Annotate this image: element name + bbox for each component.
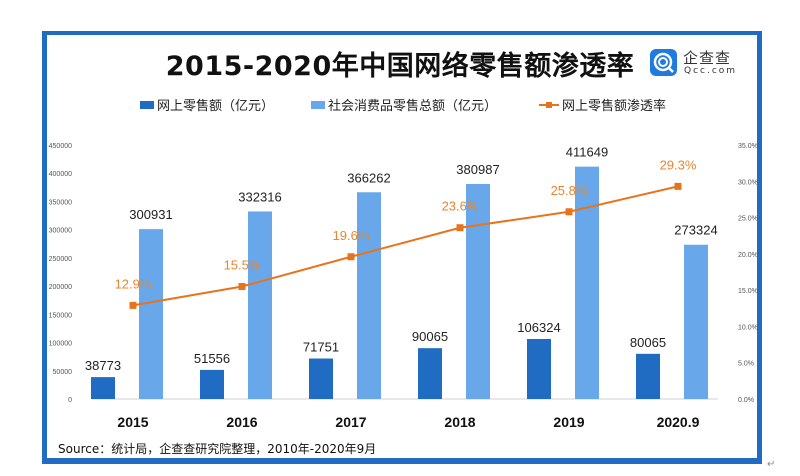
rate-point: [129, 301, 137, 309]
legend-label-online: 网上零售额（亿元）: [157, 99, 275, 114]
rate-label: 25.8%: [551, 183, 588, 198]
qcc-logo: 企查查 Qcc.com: [650, 47, 780, 81]
y-left-tick-label: 350000: [49, 199, 72, 206]
bar-total-retail-label: 300931: [129, 207, 172, 222]
x-tick-label: 2020.9: [657, 414, 700, 430]
bar-total-retail-label: 273324: [674, 223, 717, 238]
y-left-tick-label: 0: [68, 397, 72, 404]
y-left-tick-label: 150000: [49, 312, 72, 319]
rate-label: 23.6%: [442, 199, 479, 214]
bar-total-retail: [139, 229, 163, 399]
bar-online-retail: [91, 377, 115, 399]
legend-swatch-total: [311, 100, 325, 109]
y-right-tick-label: 10.0%: [738, 324, 758, 331]
y-right-tick-label: 30.0%: [738, 179, 758, 186]
bar-online-retail: [309, 358, 333, 399]
rate-point: [347, 253, 355, 261]
y-left-tick-label: 200000: [49, 284, 72, 291]
rate-label: 19.6%: [333, 228, 370, 243]
rate-label: 15.5%: [224, 258, 261, 273]
rate-point: [238, 283, 246, 291]
y-left-tick-label: 250000: [49, 256, 72, 263]
legend-swatch-rate: [539, 100, 559, 110]
legend-item-total: 社会消费品零售总额（亿元）: [311, 95, 497, 114]
bar-online-retail-label: 71751: [303, 340, 339, 355]
rate-point: [565, 208, 573, 216]
bar-online-retail: [636, 353, 660, 399]
logo-text-en: Qcc.com: [684, 66, 738, 76]
rate-label: 29.3%: [660, 157, 697, 172]
y-right-tick-label: 15.0%: [738, 288, 758, 295]
x-tick-label: 2017: [335, 414, 366, 430]
rate-point: [674, 182, 682, 190]
bar-total-retail-label: 411649: [566, 145, 608, 160]
bar-total-retail-label: 332316: [238, 189, 281, 204]
y-left-tick-label: 450000: [49, 143, 72, 150]
x-tick-label: 2018: [444, 414, 475, 430]
y-left-tick-label: 300000: [49, 228, 72, 235]
source-note: Source：统计局，企查查研究院整理，2010年-2020年9月: [58, 442, 377, 456]
legend-label-total: 社会消费品零售总额（亿元）: [328, 99, 498, 114]
y-right-tick-label: 35.0%: [738, 143, 758, 150]
qcc-logo-icon: [650, 49, 677, 76]
chart-legend: 网上零售额（亿元） 社会消费品零售总额（亿元） 网上零售额渗透率: [0, 95, 800, 115]
x-tick-label: 2019: [553, 414, 584, 430]
rate-point: [456, 224, 464, 232]
bar-online-retail-label: 90065: [412, 329, 448, 344]
rate-label: 12.9%: [115, 276, 152, 291]
bar-online-retail: [527, 338, 551, 399]
logo-text-cn: 企查查: [683, 49, 732, 67]
legend-item-online: 网上零售额（亿元）: [140, 95, 274, 114]
y-right-tick-label: 5.0%: [738, 361, 754, 368]
legend-swatch-online: [140, 100, 154, 109]
x-tick-label: 2016: [226, 414, 257, 430]
bar-total-retail: [248, 211, 272, 399]
legend-item-rate: 网上零售额渗透率: [539, 95, 666, 114]
y-right-tick-label: 20.0%: [738, 252, 758, 259]
bar-online-retail-label: 38773: [85, 358, 121, 373]
bar-total-retail-label: 380987: [456, 162, 499, 177]
bar-online-retail: [418, 348, 442, 399]
legend-label-rate: 网上零售额渗透率: [562, 99, 667, 114]
bar-online-retail-label: 80065: [630, 335, 666, 350]
y-right-tick-label: 0.0%: [738, 397, 754, 404]
y-right-tick-label: 25.0%: [738, 216, 758, 223]
bar-total-retail: [466, 183, 490, 399]
chart-title: 2015-2020年中国网络零售额渗透率: [165, 51, 635, 82]
y-left-tick-label: 100000: [49, 341, 72, 348]
bar-total-retail-label: 366262: [347, 170, 390, 185]
bar-total-retail: [684, 244, 708, 399]
bar-total-retail: [575, 166, 599, 399]
y-left-tick-label: 400000: [49, 171, 72, 178]
x-tick-label: 2015: [117, 414, 148, 430]
y-left-tick-label: 50000: [53, 369, 73, 376]
bar-online-retail-label: 106324: [517, 320, 560, 335]
bar-online-retail-label: 51556: [194, 351, 230, 366]
bar-total-retail: [357, 192, 381, 399]
bar-online-retail: [200, 369, 224, 399]
rate-line: [132, 185, 679, 307]
paragraph-mark-icon: ↵: [767, 459, 776, 470]
